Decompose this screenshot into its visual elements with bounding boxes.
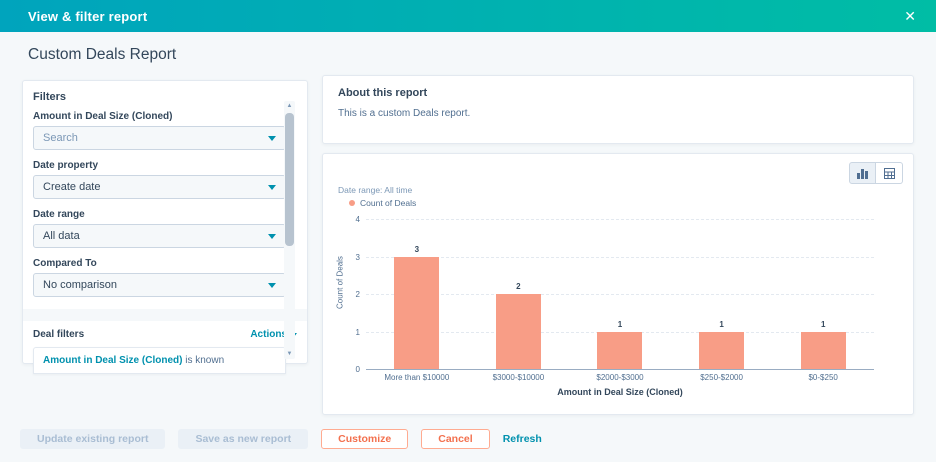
dropdown-value: Search (43, 132, 78, 144)
bar-slot: 3 (366, 219, 468, 369)
deal-filter-item[interactable]: Amount in Deal Size (Cloned) is known (33, 347, 286, 374)
bar-value-label: 1 (820, 319, 826, 329)
scroll-down-icon[interactable]: ▼ (286, 351, 293, 357)
bar-value-label: 1 (617, 319, 623, 329)
actions-label: Actions (250, 329, 287, 340)
x-tick-label: $0-$250 (808, 373, 838, 382)
filter-group: Compared To No comparison (33, 258, 286, 297)
filter-groups: Amount in Deal Size (Cloned) Search Date p… (33, 111, 286, 297)
filter-label: Date property (33, 160, 99, 171)
about-heading: About this report (338, 87, 428, 99)
y-tick-label: 0 (355, 365, 360, 374)
bar-slot: 2 (468, 219, 570, 369)
gridline (366, 256, 874, 258)
chevron-down-icon (268, 282, 276, 288)
y-tick-label: 3 (355, 252, 360, 262)
filter-items: Amount in Deal Size (Cloned) is known (33, 347, 286, 374)
about-panel: About this report This is a custom Deals… (322, 75, 914, 144)
bar-slot: 1 (671, 219, 773, 369)
dropdown-value: All data (43, 230, 80, 242)
filters-heading: Filters (33, 91, 67, 103)
chart-view-button[interactable] (849, 162, 876, 184)
bar-slot: 1 (569, 219, 671, 369)
view-toggle-group (849, 162, 903, 184)
gridline (366, 219, 874, 220)
y-tick-label: 2 (355, 290, 360, 299)
filter-dropdown[interactable]: Search (33, 126, 286, 150)
filter-label: Amount in Deal Size (Cloned) (33, 111, 173, 122)
bars-row: 3 2 1 1 1 (366, 219, 874, 369)
section-divider (23, 309, 307, 321)
bar[interactable] (800, 331, 846, 369)
filter-group: Date property Create date (33, 160, 286, 199)
modal-title: View & filter report (28, 8, 148, 24)
bar-value-label: 2 (516, 282, 521, 291)
deal-filters-label: Deal filters (33, 329, 85, 340)
close-icon[interactable]: ✕ (900, 7, 920, 25)
y-tick-label: 4 (355, 215, 360, 224)
filters-scrollbar[interactable]: ▲ ▼ (284, 101, 295, 359)
filter-dropdown[interactable]: No comparison (33, 273, 286, 297)
dropdown-value: No comparison (43, 279, 117, 291)
bar-value-label: 3 (414, 244, 420, 254)
x-tick-label: $250-$2000 (700, 373, 743, 382)
bar[interactable] (394, 256, 440, 369)
bar[interactable] (597, 331, 643, 369)
cancel-button[interactable]: Cancel (421, 429, 490, 449)
filter-group: Date range All data (33, 209, 286, 248)
bar[interactable] (699, 331, 745, 369)
chevron-down-icon (268, 233, 276, 239)
x-tick-label: $2000-$3000 (596, 373, 644, 382)
chevron-down-icon (268, 135, 276, 141)
x-axis-baseline (366, 369, 874, 370)
filters-panel: Filters Amount in Deal Size (Cloned) Sear… (22, 80, 308, 374)
footer-actions: Update existing report Save as new repor… (20, 429, 542, 449)
bar[interactable] (495, 294, 541, 369)
chart-legend: Count of Deals (349, 198, 416, 208)
update-existing-report-button[interactable]: Update existing report (20, 429, 166, 449)
report-chart-panel: Date range: All time Count of Deals Coun… (322, 153, 914, 415)
x-tick-label: More than $10000 (384, 373, 450, 382)
bar-value-label: 1 (719, 319, 724, 329)
table-view-button[interactable] (876, 162, 903, 184)
filter-dropdown[interactable]: Create date (33, 175, 286, 199)
filter-label: Date range (33, 209, 85, 220)
gridline (366, 294, 874, 295)
legend-label: Count of Deals (360, 198, 417, 208)
filter-dropdown[interactable]: All data (33, 224, 286, 248)
page-title: Custom Deals Report (28, 46, 177, 63)
x-axis-title: Amount in Deal Size (Cloned) (557, 387, 683, 397)
dropdown-value: Create date (43, 181, 101, 193)
modal-header: View & filter report ✕ (0, 0, 936, 32)
x-axis-labels: More than $10000 $3000-$10000 $2000-$3000 $… (366, 373, 874, 382)
x-tick-label: $3000-$10000 (492, 373, 545, 382)
bar-slot: 1 (772, 219, 874, 369)
scrollbar-thumb[interactable] (285, 113, 294, 246)
scroll-up-icon[interactable]: ▲ (286, 103, 293, 109)
deal-filters-row: Deal filters Actions (33, 329, 297, 340)
about-body: This is a custom Deals report. (338, 108, 471, 119)
customize-button[interactable]: Customize (321, 429, 409, 449)
date-range-note: Date range: All time (338, 185, 413, 195)
filter-label: Compared To (33, 258, 97, 269)
legend-dot (349, 200, 355, 206)
table-icon (883, 167, 895, 179)
bar-chart-icon (857, 168, 868, 179)
chevron-down-icon (268, 184, 276, 190)
save-as-new-report-button[interactable]: Save as new report (178, 429, 309, 449)
y-tick-label: 1 (355, 327, 360, 337)
refresh-link[interactable]: Refresh (502, 433, 542, 445)
filter-group: Amount in Deal Size (Cloned) Search (33, 111, 286, 150)
